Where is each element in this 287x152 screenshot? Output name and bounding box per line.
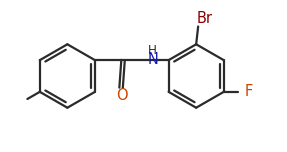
Text: Br: Br <box>196 11 212 26</box>
Text: F: F <box>245 84 253 99</box>
Text: H: H <box>148 44 157 57</box>
Text: N: N <box>147 52 158 67</box>
Text: O: O <box>116 88 128 103</box>
